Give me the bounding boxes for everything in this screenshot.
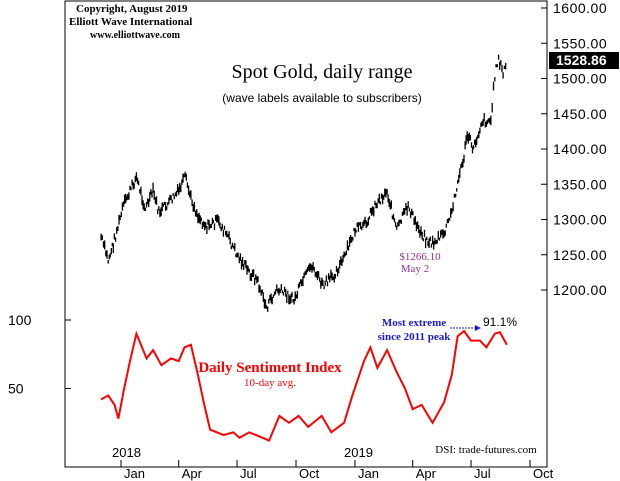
x-tick-label: Jul: [474, 466, 491, 481]
copyright-text: Copyright, August 2019: [76, 3, 188, 15]
dsi-subtitle: 10-day avg.: [244, 377, 296, 389]
sentiment-tick-label: 50: [8, 381, 24, 397]
low-date-label: May 2: [401, 263, 429, 275]
price-tick-label: 1300.00: [553, 212, 607, 228]
sentiment-tick-label: 100: [8, 312, 32, 328]
extreme-label-line2: since 2011 peak: [378, 331, 452, 343]
price-tick-label: 1600.00: [553, 0, 607, 16]
price-tick-label: 1250.00: [553, 247, 607, 263]
price-tick-label: 1450.00: [553, 106, 607, 122]
year-label-2018: 2018: [112, 445, 141, 460]
plot-frame: [64, 0, 548, 468]
year-label-2019: 2019: [344, 445, 373, 460]
x-axis: Jan Apr Jul Oct Jan Apr Jul Oct: [120, 460, 554, 481]
price-tick-label: 1550.00: [553, 35, 607, 51]
dsi-title: Daily Sentiment Index: [198, 360, 342, 376]
extreme-label-line1: Most extreme: [382, 317, 446, 329]
chart-title: Spot Gold, daily range: [231, 61, 412, 83]
x-tick-label: Oct: [299, 466, 320, 481]
price-axis: 1600.00 1550.00 1500.00 1450.00 1400.00 1350.…: [541, 0, 607, 298]
sentiment-line: [100, 329, 508, 442]
x-tick-label: Apr: [416, 466, 437, 481]
extreme-arrow-head: [475, 325, 481, 331]
price-range-bars: [100, 54, 507, 312]
extreme-value-label: 91.1%: [483, 315, 517, 329]
x-tick-label: Jan: [358, 466, 379, 481]
last-value-box: [549, 52, 619, 69]
publisher-text: Elliott Wave International: [69, 16, 192, 28]
last-value-label: 1528.86: [556, 52, 607, 68]
price-tick-label: 1500.00: [553, 71, 607, 87]
chart-subtitle: (wave labels available to subscribers): [222, 91, 421, 105]
price-tick-label: 1400.00: [553, 141, 607, 157]
price-tick-label: 1200.00: [553, 282, 607, 298]
x-tick-label: Apr: [182, 466, 203, 481]
sentiment-axis: 100 50: [8, 312, 71, 397]
spot-gold-series: [100, 54, 507, 312]
low-price-label: $1266.10: [399, 251, 441, 263]
x-tick-label: Oct: [533, 466, 554, 481]
x-tick-label: Jan: [124, 466, 145, 481]
price-tick-label: 1350.00: [553, 176, 607, 192]
url-text: www.elliottwave.com: [90, 30, 181, 41]
x-tick-label: Jul: [240, 466, 257, 481]
source-label: DSI: trade-futures.com: [435, 444, 537, 456]
